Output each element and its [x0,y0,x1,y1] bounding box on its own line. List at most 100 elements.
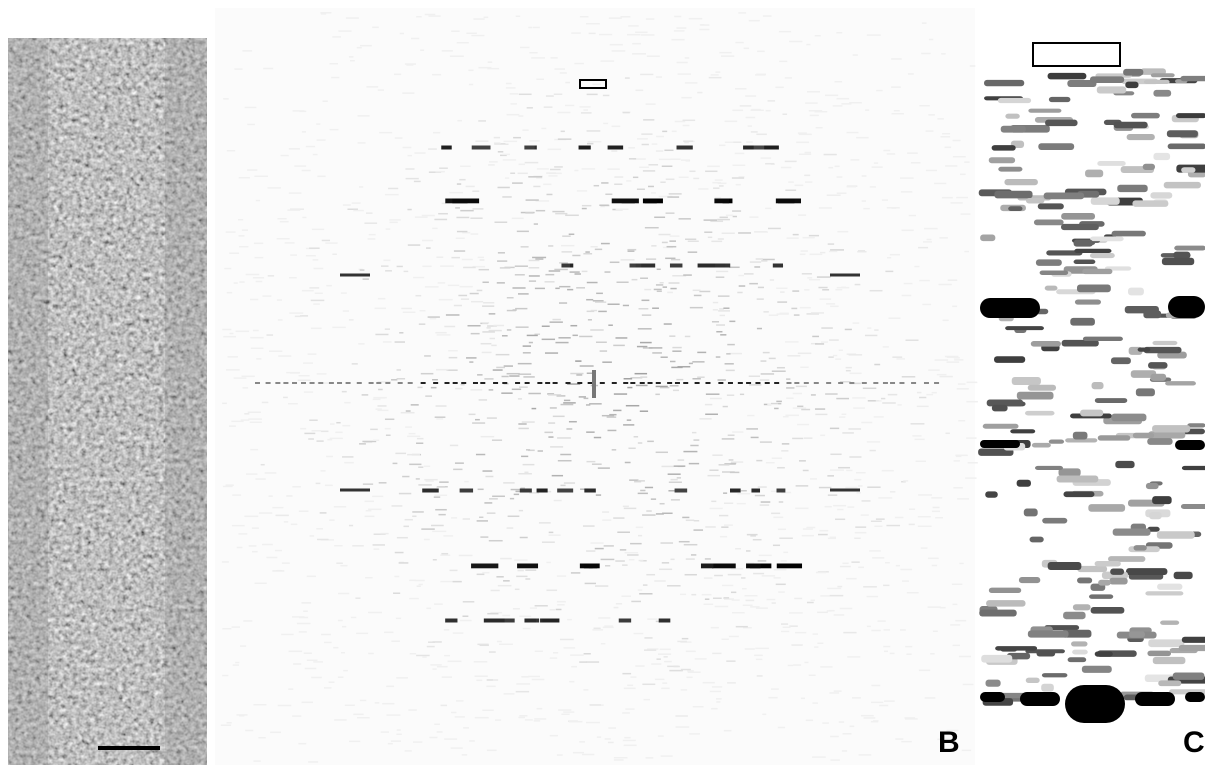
speckle [895,564,900,567]
speckle [927,606,941,608]
speckle [484,502,493,504]
speckle [407,453,421,456]
speckle [745,95,757,97]
speckle [470,389,483,391]
speckle [918,494,932,496]
speckle [661,687,670,690]
speckle [699,290,711,293]
speckle [557,111,571,114]
speckle [755,658,763,661]
speckle [517,398,523,400]
blob [1147,526,1160,532]
speckle [614,183,623,185]
equator-streak [705,382,711,384]
speckle [388,187,399,190]
speckle [656,658,661,660]
speckle [687,671,701,673]
speckle [583,397,589,400]
speckle [563,402,576,404]
speckle [326,455,333,458]
blob [1094,651,1113,657]
speckle [496,576,504,578]
equator-streak [611,382,617,384]
speckle [469,361,474,363]
speckle [336,421,341,424]
speckle [661,165,673,167]
speckle [756,298,764,300]
speckle [601,414,615,417]
speckle [396,729,401,731]
speckle [631,278,638,281]
speckle [677,459,685,461]
speckle [711,240,723,243]
speckle [663,323,672,325]
speckle [502,153,510,156]
speckle [538,522,551,524]
blob [1089,76,1125,83]
speckle [621,595,632,597]
speckle [622,712,630,714]
speckle [744,595,758,597]
speckle [422,265,432,268]
speckle [620,259,635,261]
blob [1143,310,1162,319]
speckle [489,337,495,340]
speckle [669,385,679,387]
speckle [757,560,767,562]
speckle [885,561,890,564]
speckle [845,486,858,489]
speckle [349,60,355,62]
speckle [861,421,873,424]
speckle [535,258,544,260]
speckle [600,643,606,645]
speckle [526,334,538,337]
speckle [362,440,377,443]
speckle [332,253,337,256]
speckle [796,141,810,144]
speckle [828,356,834,358]
speckle [756,133,767,136]
speckle [238,235,245,237]
speckle [834,165,840,168]
speckle [709,469,719,471]
speckle [581,168,596,170]
speckle [875,518,885,520]
speckle [776,287,788,289]
speckle [396,265,403,268]
speckle [532,256,547,259]
blob [1187,423,1205,428]
speckle [779,60,788,63]
speckle [359,699,367,702]
speckle [682,516,690,519]
speckle [900,568,913,571]
speckle [864,334,878,337]
speckle [373,548,380,550]
speckle [737,291,743,294]
equator-streak [683,382,689,384]
speckle [232,494,242,496]
speckle [427,316,440,318]
speckle [660,755,673,757]
speckle [728,352,742,355]
speckle [721,584,734,587]
speckle [413,180,421,183]
speckle [231,626,241,628]
speckle [719,216,728,219]
speckle [592,629,604,631]
speckle [776,400,782,403]
speckle [366,86,379,88]
speckle [793,664,802,666]
speckle [492,369,503,371]
speckle [548,422,556,424]
speckle [762,258,775,261]
blob [1085,169,1104,178]
speckle [770,490,781,493]
speckle [461,754,468,756]
speckle [871,629,881,632]
speckle [630,542,642,545]
speckle [820,434,826,437]
speckle [439,167,448,169]
speckle [526,107,533,109]
speckle [331,76,340,79]
speckle [889,253,900,256]
